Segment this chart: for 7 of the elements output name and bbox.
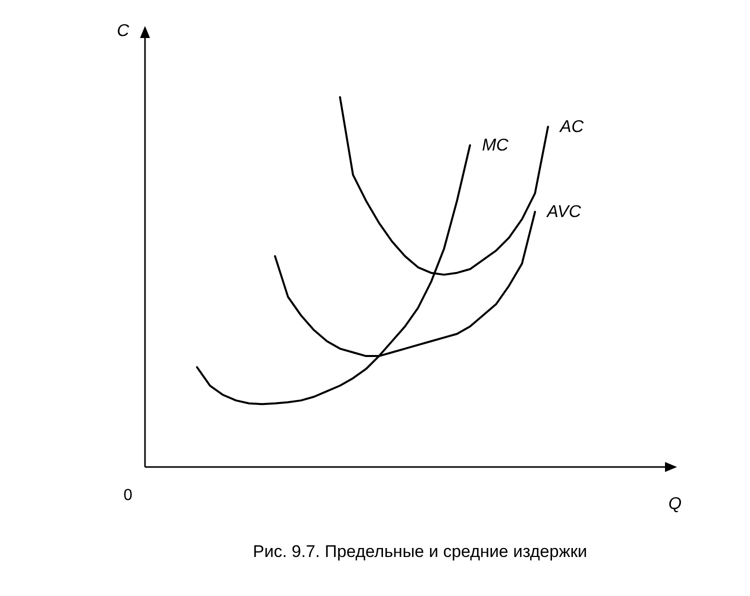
series-label: MC — [482, 135, 510, 154]
series-label: AC — [559, 116, 584, 136]
text: Рис. 9.7. Предельные и средние издержки — [252, 542, 588, 561]
y-axis-title: C — [116, 21, 130, 40]
text: 0 — [124, 487, 133, 504]
series-label: AVC — [546, 202, 582, 221]
x-axis-title: Q — [668, 494, 682, 513]
